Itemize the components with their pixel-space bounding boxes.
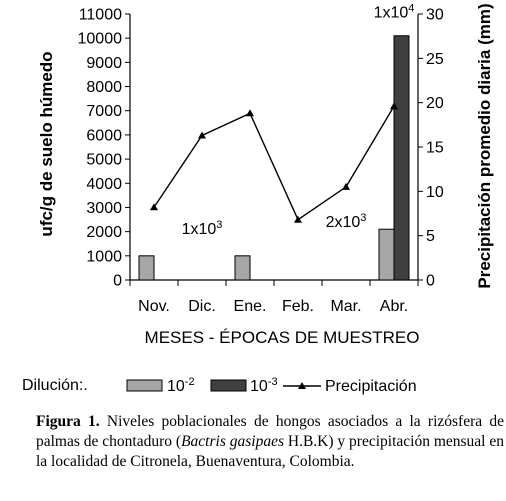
x-axis-title: MESES - ÉPOCAS DE MUESTREO xyxy=(145,328,420,347)
y-tick-label: 10000 xyxy=(78,31,123,48)
y2-tick-label: 20 xyxy=(426,95,444,112)
y-tick-label: 0 xyxy=(113,273,122,290)
precipitation-point xyxy=(342,182,350,190)
x-tick-label: Dic. xyxy=(188,298,216,315)
legend-marker-precipitation xyxy=(298,382,306,389)
y-tick-label: 9000 xyxy=(86,55,122,72)
annotation-label: 2x103 xyxy=(326,212,367,231)
annotations: 1x103 2x103 1x104 xyxy=(182,3,415,238)
legend-swatch-dilution-3 xyxy=(210,379,247,392)
caption-text-before: Niveles poblacionales de hongos asociado… xyxy=(36,413,504,450)
precipitation-point xyxy=(246,109,254,117)
precipitation-line-path xyxy=(153,105,395,221)
bar xyxy=(393,35,410,281)
x-tick-label: Nov. xyxy=(138,298,170,315)
legend: Dilución:. 10-2 10-3 Precipitación xyxy=(22,376,417,395)
figure-caption: Figura 1. Niveles poblacionales de hongo… xyxy=(36,412,504,472)
x-tick-label: Ene. xyxy=(234,298,267,315)
y-tick-label: 7000 xyxy=(86,103,122,120)
legend-title: Dilución:. xyxy=(22,377,88,394)
y2-tick-label: 15 xyxy=(426,140,444,157)
y2-tick-label: 30 xyxy=(426,7,444,24)
precipitation-point xyxy=(294,215,302,223)
legend-label-dilution-3: 10-3 xyxy=(250,376,278,395)
bar xyxy=(138,255,155,281)
annotation-label: 1x103 xyxy=(182,219,223,238)
y-axis-title: ufc/g de suelo húmedo xyxy=(37,51,56,236)
y-tick-label: 2000 xyxy=(86,224,122,241)
y2-tick-label: 25 xyxy=(426,51,444,68)
precipitation-point xyxy=(198,131,206,139)
y-tick-label: 8000 xyxy=(86,79,122,96)
caption-italic: Bactris gasipaes xyxy=(181,433,284,450)
x-tick-label: Feb. xyxy=(282,298,314,315)
y-tick-label: 11000 xyxy=(79,7,122,24)
y-tick-label: 4000 xyxy=(86,176,122,193)
y-tick-label: 1000 xyxy=(86,248,122,265)
legend-swatch-dilution-2 xyxy=(126,379,163,392)
bar xyxy=(234,255,251,281)
x-tick-label: Mar. xyxy=(330,298,361,315)
bar xyxy=(378,228,395,281)
y2-axis-title: Precipitación promedio diaria (mm) xyxy=(475,3,494,288)
y2-tick-label: 5 xyxy=(426,228,435,245)
tick-labels: 0100020003000400050006000700080009000100… xyxy=(78,7,444,316)
caption-label: Figura 1. xyxy=(36,413,100,430)
y-tick-label: 5000 xyxy=(86,152,122,169)
annotation-label: 1x104 xyxy=(374,3,415,22)
bars xyxy=(138,35,410,281)
caption-text-after: H.B.K) y precipitación mensual en la loc… xyxy=(36,433,504,470)
legend-label-dilution-2: 10-2 xyxy=(167,376,195,395)
legend-label-precipitation: Precipitación xyxy=(325,378,417,395)
y-tick-label: 6000 xyxy=(86,127,122,144)
precipitation-point xyxy=(390,102,398,110)
y2-tick-label: 0 xyxy=(426,273,435,290)
chart: 0100020003000400050006000700080009000100… xyxy=(22,3,494,395)
precipitation-line xyxy=(150,102,398,223)
y2-tick-label: 10 xyxy=(426,184,444,201)
x-tick-label: Abr. xyxy=(380,298,408,315)
precipitation-point xyxy=(150,203,158,211)
y-tick-label: 3000 xyxy=(86,200,122,217)
axes xyxy=(125,13,423,286)
